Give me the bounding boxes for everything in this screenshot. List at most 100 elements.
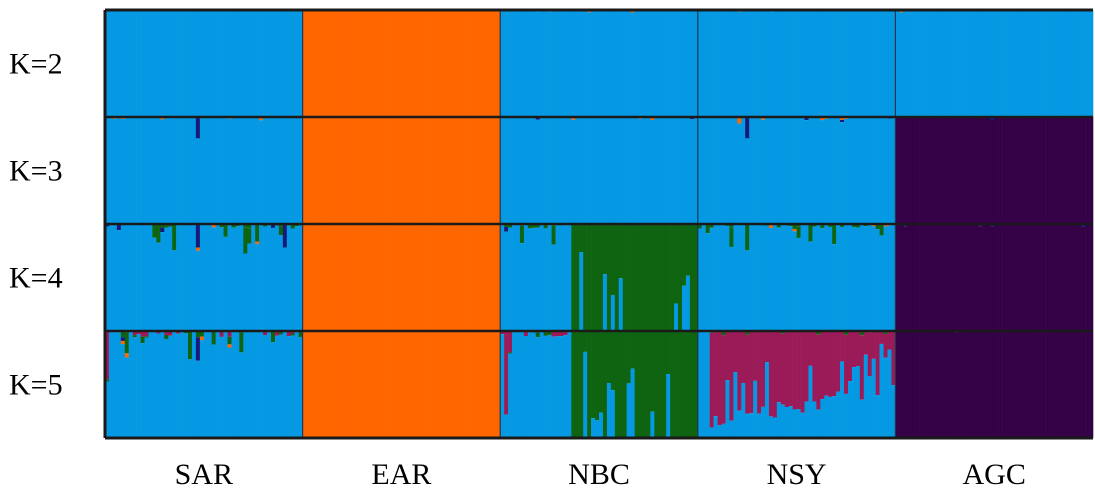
bar-k4-sar-40-green bbox=[263, 224, 268, 227]
bar-k3-agc-47-purple bbox=[1081, 117, 1086, 224]
bar-k4-ear-26-orange bbox=[405, 224, 410, 331]
bar-k4-nbc-2-blue bbox=[508, 227, 513, 331]
bar-k2-nsy-11-blue bbox=[741, 10, 746, 117]
bar-k5-nsy-39-blue bbox=[851, 367, 857, 438]
bar-k5-nbc-19-green bbox=[575, 331, 580, 438]
bar-k5-sar-1-blue bbox=[108, 331, 114, 438]
bar-k5-agc-43-purple bbox=[1065, 331, 1070, 438]
bar-k5-agc-9-purple bbox=[930, 331, 936, 438]
bar-k4-nbc-1-green bbox=[504, 224, 509, 227]
population-label-ear: EAR bbox=[371, 458, 431, 491]
bar-k3-nsy-0-blue bbox=[697, 117, 703, 224]
bar-k5-nbc-20-green bbox=[579, 331, 584, 438]
bar-k2-nsy-27-blue bbox=[804, 10, 809, 117]
bar-k2-nbc-49-blue bbox=[693, 10, 699, 117]
bar-k5-sar-35-blue bbox=[243, 331, 248, 438]
bar-k5-ear-28-orange bbox=[413, 331, 418, 438]
bar-k5-ear-17-orange bbox=[369, 331, 375, 438]
bar-k4-sar-31-blue bbox=[227, 224, 232, 331]
bar-k4-nbc-1-navy bbox=[504, 226, 509, 232]
bar-k2-ear-4-orange bbox=[318, 10, 323, 117]
bar-k4-nbc-45-green bbox=[678, 224, 683, 331]
bar-k3-agc-24-navy bbox=[990, 117, 995, 120]
bar-k4-nbc-4-blue bbox=[516, 224, 521, 331]
bar-k5-sar-4-green bbox=[120, 331, 126, 338]
bar-k2-agc-36-blue bbox=[1037, 11, 1042, 118]
bar-k3-nsy-42-blue bbox=[863, 117, 869, 224]
bar-k4-sar-42-navy bbox=[270, 224, 276, 228]
bar-k2-sar-3-blue bbox=[116, 10, 122, 117]
bar-k3-agc-42-purple bbox=[1061, 117, 1066, 224]
bar-k5-ear-49-orange bbox=[496, 331, 501, 438]
bar-k4-agc-20-purple bbox=[974, 224, 979, 331]
bar-k2-ear-25-orange bbox=[401, 10, 406, 117]
bar-k2-sar-23-blue bbox=[195, 10, 201, 117]
bar-k4-ear-36-orange bbox=[444, 224, 450, 331]
bar-k2-nsy-34-blue bbox=[832, 10, 837, 117]
bar-k3-ear-29-orange bbox=[417, 117, 422, 224]
bar-k4-nbc-48-green bbox=[689, 224, 695, 331]
bar-k5-ear-7-orange bbox=[330, 331, 335, 438]
bar-k5-nsy-41-blue bbox=[859, 399, 865, 438]
bar-k4-nsy-25-green bbox=[796, 224, 801, 227]
bar-k5-nbc-49-green bbox=[693, 331, 699, 438]
bar-k2-sar-8-blue bbox=[136, 10, 141, 117]
bar-k3-nbc-1-blue bbox=[504, 117, 509, 224]
bar-k5-ear-36-orange bbox=[444, 331, 450, 438]
bar-k5-agc-0-purple bbox=[895, 331, 900, 438]
bar-k4-nbc-33-green bbox=[630, 224, 635, 331]
bar-k5-ear-20-orange bbox=[381, 331, 386, 438]
bar-k4-ear-19-orange bbox=[377, 224, 382, 331]
bar-k5-nsy-43-magenta bbox=[867, 332, 872, 377]
bar-k5-nsy-31-blue bbox=[820, 399, 825, 438]
bar-k2-nbc-37-blue bbox=[646, 10, 651, 117]
bar-k4-sar-38-green bbox=[255, 224, 260, 242]
bar-k2-nbc-14-blue bbox=[555, 10, 560, 117]
bar-k2-nbc-20-blue bbox=[579, 10, 584, 117]
bar-k5-nbc-14-magenta bbox=[555, 331, 560, 337]
bar-k5-sar-10-green bbox=[144, 336, 149, 338]
bar-k2-sar-29-blue bbox=[219, 10, 224, 117]
bar-k5-nbc-44-green bbox=[674, 331, 679, 438]
bar-k5-nbc-0-magenta bbox=[500, 331, 505, 335]
bar-k2-ear-30-orange bbox=[421, 10, 426, 117]
bar-k5-agc-22-purple bbox=[982, 331, 987, 438]
bar-k5-nsy-23-blue bbox=[788, 406, 793, 438]
bar-k5-sar-29-magenta bbox=[219, 331, 224, 337]
bar-k2-nbc-13-blue bbox=[551, 10, 556, 117]
bar-k3-agc-15-purple bbox=[954, 117, 959, 224]
bar-k2-ear-35-orange bbox=[440, 10, 446, 117]
bar-k4-nsy-21-blue bbox=[780, 224, 786, 331]
bar-k3-sar-35-blue bbox=[243, 117, 248, 224]
bar-k3-nbc-33-blue bbox=[630, 117, 635, 224]
bar-k5-nsy-22-blue bbox=[784, 406, 789, 438]
bar-k4-ear-29-orange bbox=[417, 224, 422, 331]
bar-k5-nsy-39-magenta bbox=[851, 331, 857, 368]
bar-k5-nsy-11-magenta bbox=[741, 331, 746, 384]
bar-k4-nsy-29-blue bbox=[812, 226, 817, 331]
bar-k5-sar-25-blue bbox=[203, 331, 209, 438]
bar-k5-nbc-5-blue bbox=[519, 331, 525, 438]
bar-k3-ear-31-orange bbox=[425, 117, 430, 224]
bar-k5-agc-46-purple bbox=[1077, 331, 1082, 438]
bar-k5-nbc-25-blue bbox=[599, 412, 604, 438]
bar-k4-agc-24-purple bbox=[990, 226, 995, 331]
bar-k2-nsy-8-blue bbox=[729, 10, 734, 117]
bar-k5-agc-31-purple bbox=[1017, 331, 1023, 438]
bar-k2-ear-39-orange bbox=[456, 10, 461, 117]
bar-k2-agc-14-blue bbox=[950, 10, 955, 117]
bar-k2-nbc-4-blue bbox=[516, 10, 521, 117]
bar-k2-ear-26-orange bbox=[405, 10, 410, 117]
bar-k2-sar-42-blue bbox=[270, 10, 276, 117]
bar-k5-sar-33-blue bbox=[235, 331, 240, 438]
bar-k4-nbc-18-green bbox=[571, 224, 576, 331]
bar-k3-sar-10-blue bbox=[144, 117, 149, 224]
bar-k5-agc-35-purple bbox=[1033, 331, 1038, 438]
bar-k5-nbc-1-blue bbox=[504, 414, 509, 438]
bar-k5-sar-22-blue bbox=[191, 331, 197, 438]
bar-k2-nbc-30-blue bbox=[618, 10, 624, 117]
bar-k5-ear-5-orange bbox=[322, 331, 327, 438]
bar-k4-nbc-49-green bbox=[693, 224, 699, 331]
bar-k4-ear-40-orange bbox=[460, 224, 465, 331]
bar-k5-agc-42-purple bbox=[1061, 331, 1066, 438]
